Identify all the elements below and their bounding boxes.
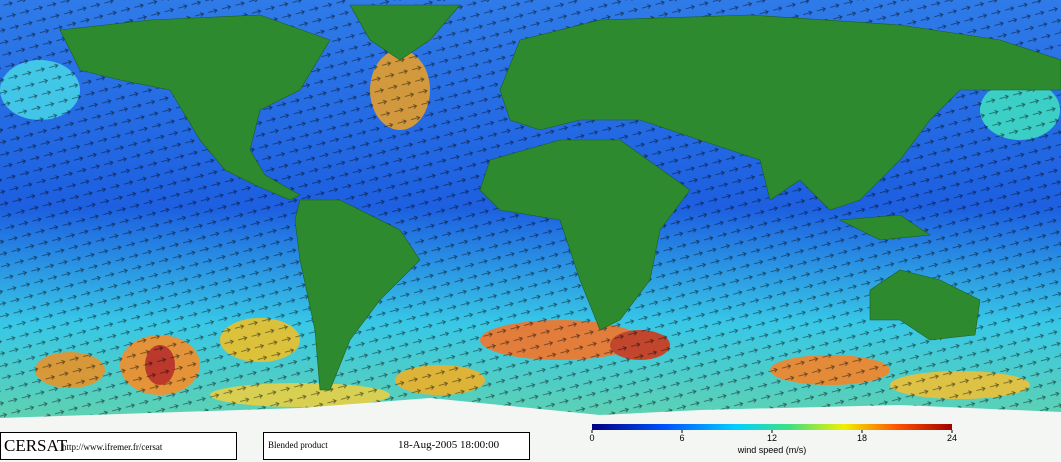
colorbar-tick-label: 24: [947, 433, 957, 443]
datetime: 18-Aug-2005 18:00:00: [398, 439, 500, 451]
url: http://www.ifremer.fr/cersat: [62, 442, 163, 452]
colorbar-tick-label: 0: [589, 433, 594, 443]
colorbar-tick-label: 12: [767, 433, 777, 443]
colorbar-label: wind speed (m/s): [737, 445, 807, 455]
logo: CERSAT: [4, 436, 68, 455]
info-box: [263, 432, 530, 460]
colorbar: [592, 424, 952, 430]
product: Blended product: [268, 440, 328, 450]
colorbar-tick-label: 18: [857, 433, 867, 443]
info-box: [0, 432, 237, 460]
continents: [59, 4, 1061, 391]
colorbar-tick-label: 6: [679, 433, 684, 443]
